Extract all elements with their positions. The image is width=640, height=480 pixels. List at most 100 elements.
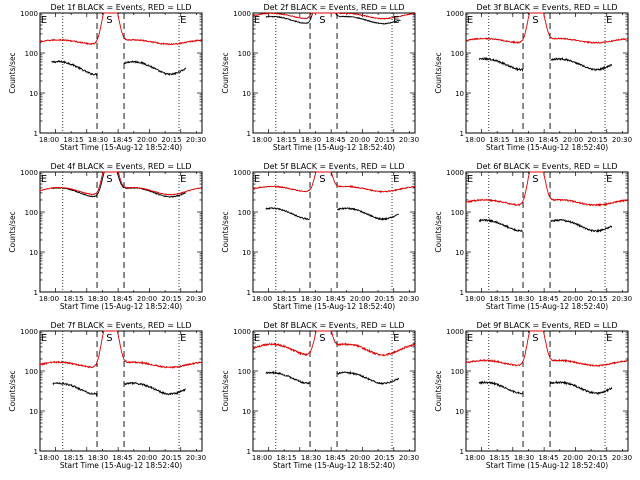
events-series: [478, 380, 613, 396]
x-tick-label: 18:15: [63, 454, 83, 462]
y-tick-label: 10: [29, 408, 38, 416]
y-axis-label: Counts/sec: [434, 52, 443, 93]
x-tick-label: 20:00: [350, 295, 370, 303]
phase-marker: S: [319, 15, 325, 26]
x-axis-label: Start Time (15-Aug-12 18:52:40): [273, 302, 395, 311]
panel-det3: Det 3f BLACK = Events, RED = LLD 1 10 100 10…: [434, 3, 632, 152]
phase-marker: S: [106, 15, 112, 26]
panel-title: Det 9f BLACK = Events, RED = LLD: [476, 321, 617, 330]
y-tick-label: 100: [25, 50, 38, 58]
x-tick-label: 18:15: [489, 295, 509, 303]
x-tick-label: 18:15: [63, 136, 83, 144]
phase-marker: S: [319, 174, 325, 185]
panel-title: Det 1f BLACK = Events, RED = LLD: [50, 3, 191, 12]
events-series: [265, 206, 399, 222]
y-axis-label: Counts/sec: [221, 52, 230, 93]
phase-marker: E: [606, 333, 612, 344]
y-tick-label: 10: [455, 90, 464, 98]
x-tick-label: 18:15: [489, 454, 509, 462]
x-tick-label: 18:30: [88, 136, 108, 144]
y-axis-label: Counts/sec: [221, 370, 230, 411]
lld-series: [466, 12, 628, 44]
y-tick-label: 1000: [233, 10, 251, 18]
plot-frame: [252, 330, 416, 452]
x-tick-label: 18:30: [514, 136, 534, 144]
x-tick-label: 20:30: [186, 295, 206, 303]
x-tick-label: 18:00: [39, 454, 59, 462]
phase-marker: E: [41, 15, 47, 26]
x-tick-label: 18:00: [252, 136, 272, 144]
y-tick-label: 1: [247, 130, 251, 138]
y-tick-label: 1: [34, 448, 38, 456]
x-tick-label: 18:00: [252, 295, 272, 303]
y-tick-label: 10: [242, 408, 251, 416]
x-tick-label: 18:00: [465, 295, 485, 303]
y-tick-label: 10: [455, 249, 464, 257]
x-tick-label: 18:15: [63, 295, 83, 303]
x-tick-label: 20:00: [137, 454, 157, 462]
x-tick-label: 20:30: [612, 295, 632, 303]
x-tick-label: 20:30: [399, 295, 419, 303]
panel-title: Det 2f BLACK = Events, RED = LLD: [263, 3, 404, 12]
plot-frame: [465, 12, 629, 134]
y-axis-label: Counts/sec: [434, 370, 443, 411]
x-axis-label: Start Time (15-Aug-12 18:52:40): [60, 143, 182, 152]
phase-marker: E: [393, 15, 399, 26]
y-tick-label: 1000: [446, 10, 464, 18]
y-tick-label: 1000: [20, 328, 38, 336]
phase-marker: S: [106, 333, 112, 344]
y-tick-label: 1000: [233, 328, 251, 336]
y-tick-label: 1: [34, 130, 38, 138]
y-tick-label: 100: [451, 209, 464, 217]
x-tick-label: 18:00: [39, 136, 59, 144]
y-tick-label: 10: [242, 249, 251, 257]
panel-det5: Det 5f BLACK = Events, RED = LLD 1 10 100 10…: [221, 162, 419, 311]
x-tick-label: 18:45: [538, 136, 558, 144]
x-tick-label: 20:15: [587, 454, 607, 462]
x-tick-label: 20:15: [374, 295, 394, 303]
x-tick-label: 20:00: [563, 295, 583, 303]
phase-marker: E: [467, 333, 473, 344]
panel-title: Det 4f BLACK = Events, RED = LLD: [50, 162, 191, 171]
y-tick-label: 100: [451, 368, 464, 376]
x-tick-label: 18:30: [88, 295, 108, 303]
events-series: [478, 56, 613, 73]
x-tick-label: 18:30: [301, 295, 321, 303]
y-tick-label: 10: [29, 90, 38, 98]
phase-marker: S: [106, 174, 112, 185]
panel-title: Det 5f BLACK = Events, RED = LLD: [263, 162, 404, 171]
y-tick-label: 10: [242, 90, 251, 98]
lld-series: [39, 171, 202, 196]
phase-marker: E: [254, 333, 260, 344]
y-tick-label: 1000: [20, 169, 38, 177]
y-tick-label: 100: [238, 209, 251, 217]
y-tick-label: 1: [460, 289, 464, 297]
x-axis-label: Start Time (15-Aug-12 18:52:40): [486, 461, 608, 470]
x-tick-label: 18:00: [39, 295, 59, 303]
y-tick-label: 1: [460, 448, 464, 456]
x-tick-label: 18:30: [514, 295, 534, 303]
x-axis-label: Start Time (15-Aug-12 18:52:40): [60, 461, 182, 470]
events-series: [478, 218, 613, 233]
y-tick-label: 100: [25, 209, 38, 217]
x-tick-label: 20:30: [186, 454, 206, 462]
y-tick-label: 100: [25, 368, 38, 376]
x-tick-label: 18:45: [112, 295, 132, 303]
y-axis-label: Counts/sec: [8, 370, 17, 411]
events-series: [52, 381, 186, 397]
x-axis-label: Start Time (15-Aug-12 18:52:40): [273, 143, 395, 152]
lld-series: [252, 330, 416, 357]
y-axis-label: Counts/sec: [8, 211, 17, 252]
x-tick-label: 18:30: [514, 454, 534, 462]
phase-marker: E: [180, 174, 186, 185]
x-axis-label: Start Time (15-Aug-12 18:52:40): [273, 461, 395, 470]
x-tick-label: 20:00: [350, 136, 370, 144]
x-tick-label: 18:15: [276, 295, 296, 303]
phase-marker: E: [467, 15, 473, 26]
x-tick-label: 18:45: [112, 136, 132, 144]
y-tick-label: 1: [460, 130, 464, 138]
panel-det8: Det 8f BLACK = Events, RED = LLD 1 10 100 10…: [221, 321, 419, 470]
x-tick-label: 20:30: [186, 136, 206, 144]
plot-frame: [465, 171, 629, 293]
